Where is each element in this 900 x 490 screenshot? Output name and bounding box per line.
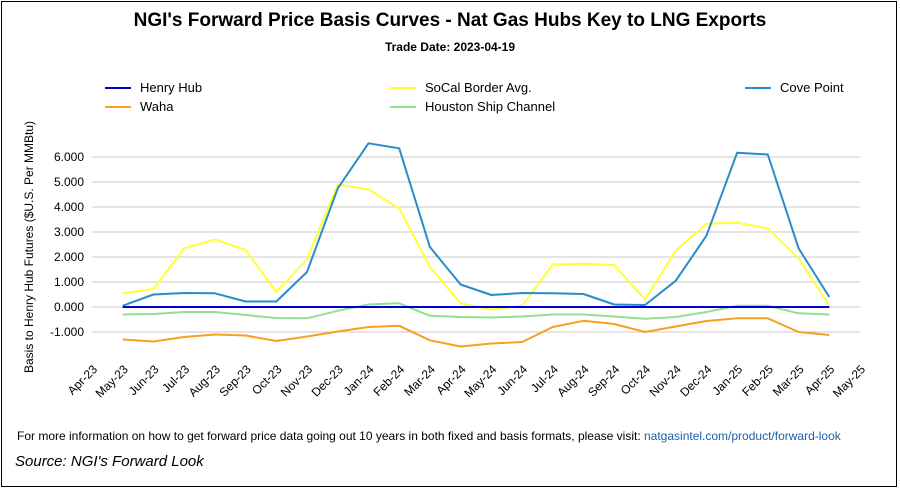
- y-tick-label: 0.000: [54, 300, 84, 314]
- x-tick-label: Dec-24: [677, 362, 714, 399]
- x-tick-label: Aug-23: [186, 362, 223, 399]
- chart-title: NGI's Forward Price Basis Curves - Nat G…: [133, 10, 767, 31]
- x-tick-label: Sep-24: [585, 362, 622, 399]
- x-tick-label: Mar-25: [770, 362, 807, 399]
- legend-item: SoCal Border Avg.: [390, 80, 532, 95]
- legend-label: SoCal Border Avg.: [425, 80, 532, 95]
- legend-item: Cove Point: [745, 80, 844, 95]
- chart-subtitle: Trade Date: 2023-04-19: [384, 40, 516, 54]
- series-line-waha: [122, 317, 830, 348]
- x-tick-label: Feb-25: [739, 362, 776, 399]
- x-tick-label: Feb-24: [371, 362, 408, 399]
- legend-label: Henry Hub: [140, 80, 202, 95]
- legend-label: Waha: [140, 99, 174, 114]
- x-tick-label: Jun-23: [126, 362, 162, 398]
- legend-label: Cove Point: [780, 80, 844, 95]
- y-tick-label: 3.000: [54, 225, 84, 239]
- legend-item: Houston Ship Channel: [390, 99, 555, 114]
- x-tick-label: May-25: [830, 362, 868, 400]
- x-tick-label: Nov-23: [278, 362, 315, 399]
- x-tick-label: Mar-24: [401, 362, 438, 399]
- source-note: Source: NGI's Forward Look: [15, 453, 204, 470]
- x-tick-label: Jan-25: [709, 362, 745, 398]
- x-tick-label: Jun-24: [494, 362, 530, 398]
- footer-link[interactable]: natgasintel.com/product/forward-look: [644, 429, 841, 443]
- series-line-cove-point: [122, 142, 831, 307]
- legend-item: Henry Hub: [105, 80, 202, 95]
- x-tick-label: Sep-23: [216, 362, 253, 399]
- x-tick-label: Jan-24: [341, 362, 377, 398]
- y-tick-label: 2.000: [54, 250, 84, 264]
- series-line-houston-ship-channel: [122, 302, 830, 320]
- y-tick-label: 5.000: [54, 175, 84, 189]
- legend-label: Houston Ship Channel: [425, 99, 555, 114]
- legend-item: Waha: [105, 99, 174, 114]
- x-tick-label: Dec-23: [309, 362, 346, 399]
- x-tick-label: Aug-24: [554, 362, 591, 399]
- y-tick-label: 4.000: [54, 200, 84, 214]
- y-tick-label: 1.000: [54, 275, 84, 289]
- y-tick-label: -1.000: [50, 325, 84, 339]
- footer-note: For more information on how to get forwa…: [17, 429, 841, 443]
- x-tick-label: Nov-24: [647, 362, 684, 399]
- footer-text: For more information on how to get forwa…: [17, 429, 644, 443]
- x-tick-label: May-23: [93, 362, 131, 400]
- x-tick-label: May-24: [461, 362, 499, 400]
- y-tick-label: 6.000: [54, 150, 84, 164]
- y-axis-label: Basis to Henry Hub Futures ($U.S. Per MM…: [22, 121, 36, 373]
